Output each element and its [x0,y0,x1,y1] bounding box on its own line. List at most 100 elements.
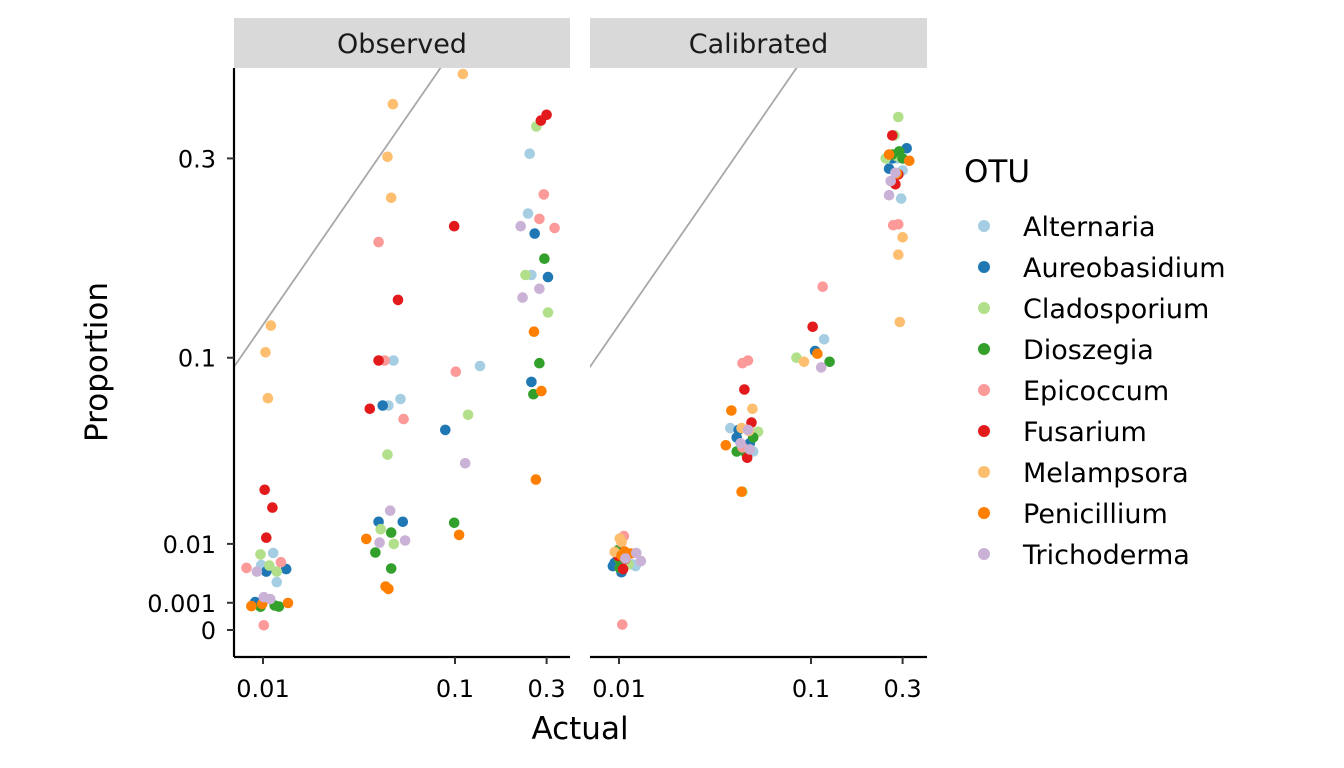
data-point [255,549,266,560]
y-tick-label: 0.1 [178,345,216,373]
data-point [536,385,547,397]
legend-item: Dioszegia [978,335,1154,366]
data-point [388,355,399,366]
data-point [374,537,385,548]
legend-item: Trichoderma [978,540,1190,571]
data-point [387,98,399,110]
legend-item: Aureobasidium [978,253,1226,284]
legend-swatch [978,384,990,396]
legend-label: Fusarium [1023,417,1147,448]
data-point [377,400,389,411]
facet-strip [234,18,570,68]
data-point [384,505,396,516]
y-tick-label: 0.001 [147,590,216,618]
data-point [364,403,376,415]
legend-swatch [978,343,990,355]
data-point [542,271,554,283]
panel-calibrated: Calibrated 0.01 0.1 0.3 [590,4,927,703]
data-point [399,535,411,546]
legend-label: Alternaria [1023,212,1156,243]
panel-observed: Observed 0.01 0.1 0.3 [232,18,570,703]
data-point [726,405,737,416]
data-point [538,189,550,200]
data-point [904,155,915,167]
data-point [520,269,531,281]
x-axis-title: Actual [531,711,628,747]
data-point [893,249,904,260]
data-point [453,529,465,541]
data-point [370,547,381,558]
points [241,68,560,631]
data-point [385,563,397,574]
legend-swatch [978,261,990,273]
legend-item: Penicillium [978,499,1168,530]
legend-item: Cladosporium [978,294,1209,325]
data-point [815,362,827,373]
data-point [448,517,460,529]
data-point [897,232,908,243]
data-point [524,148,535,159]
legend-title: OTU [964,154,1030,190]
legend-swatch [978,507,990,519]
data-point [747,403,758,415]
data-point [887,130,898,141]
reference-line [234,68,442,369]
data-point [241,562,252,574]
data-point [534,357,545,369]
data-point [267,547,279,559]
legend-label: Dioszegia [1023,335,1154,366]
data-point [817,281,828,293]
data-point [373,355,384,366]
data-point [385,527,397,538]
data-point [549,222,560,234]
data-point [614,533,626,544]
data-point [450,366,462,378]
legend-swatch [978,548,990,560]
data-point [261,532,272,543]
y-axis-title: Proportion [79,282,115,442]
legend-label: Penicillium [1023,499,1168,530]
legend-swatch [978,302,990,314]
data-point [251,566,263,577]
data-point [264,560,275,571]
data-point [617,563,629,575]
x-tick-label: 0.3 [528,675,566,703]
data-point [807,321,818,333]
data-point [259,484,271,496]
data-point [535,115,547,126]
data-point [267,502,278,513]
facet-strip-label: Calibrated [689,29,829,60]
legend-item: Epicoccum [978,376,1169,407]
data-point [440,424,451,436]
data-point [528,388,539,400]
data-point [275,556,287,568]
data-point [474,360,486,372]
data-point [459,458,471,469]
data-point [742,355,754,366]
data-point [529,228,540,239]
data-point [890,167,901,179]
data-point [260,347,271,358]
data-point [824,356,835,368]
data-point [885,175,896,187]
legend-item: Alternaria [978,212,1156,243]
data-point [373,236,384,248]
data-point [812,348,823,360]
data-point [264,593,276,605]
data-point [890,4,901,15]
data-point [265,320,277,331]
legend: OTU Alternaria Aureobasidium Cladosporium D… [964,154,1226,571]
legend-item: Fusarium [978,417,1147,448]
data-point [530,474,542,485]
y-tick-label: 0.3 [178,145,216,173]
data-point [617,619,628,630]
data-point [635,555,647,567]
y-tick-label: 0.01 [163,531,216,559]
data-point [383,583,394,595]
data-point [382,151,393,163]
data-point [522,208,534,219]
data-point [742,424,754,436]
facet-strip [590,18,927,68]
